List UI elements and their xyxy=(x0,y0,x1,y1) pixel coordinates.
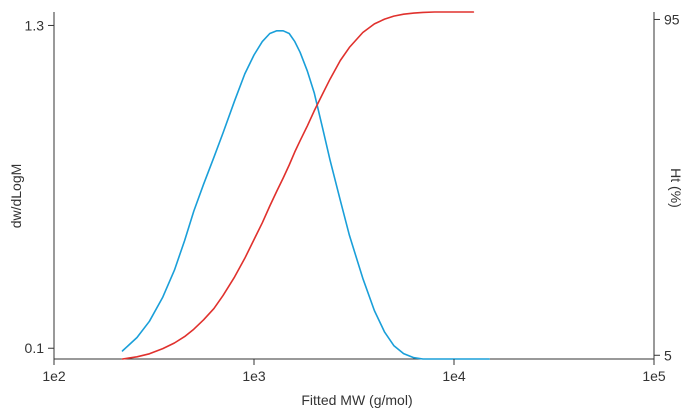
series-layer xyxy=(121,11,491,360)
left-y-axis-title: dw/dLogM xyxy=(8,164,24,229)
plot-frame xyxy=(53,12,655,360)
right-y-axis-title: Ht (%) xyxy=(668,168,684,208)
right-y-tick-label: 95 xyxy=(664,11,680,27)
x-tick-label: 1e2 xyxy=(42,368,66,384)
ticks-layer: 1e2 1e3 1e4 1e5 0.1 1.3 5 95 xyxy=(25,11,680,384)
x-tick-label: 1e3 xyxy=(242,368,266,384)
right-y-tick-label: 5 xyxy=(664,347,672,363)
dw-dlogm-series-line xyxy=(121,29,491,360)
left-y-tick-label: 1.3 xyxy=(25,17,45,33)
x-tick-label: 1e5 xyxy=(642,368,666,384)
x-tick-label: 1e4 xyxy=(442,368,466,384)
left-y-tick-label: 0.1 xyxy=(25,340,45,356)
x-axis-title: Fitted MW (g/mol) xyxy=(301,392,412,408)
ht-cumulative-series-line xyxy=(121,11,475,360)
